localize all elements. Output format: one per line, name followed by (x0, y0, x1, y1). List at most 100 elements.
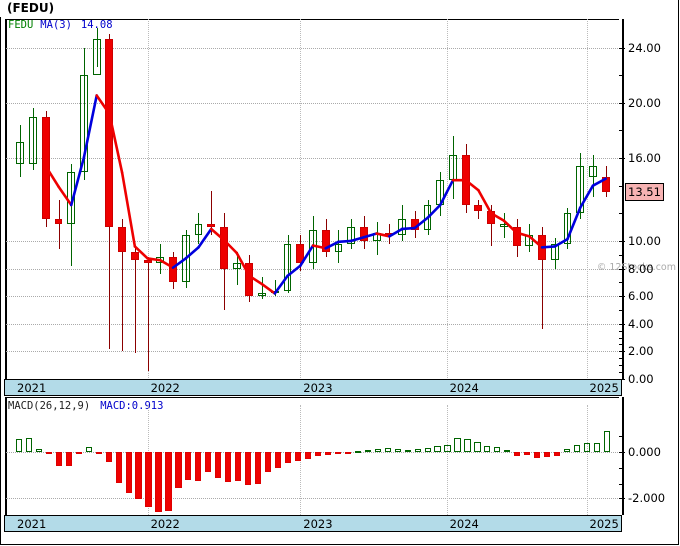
macd-bar (275, 452, 282, 469)
price-minor-tick (619, 282, 624, 284)
price-minor-tick (619, 309, 624, 311)
macd-year-gridline (586, 405, 588, 515)
candle-wick (402, 205, 403, 241)
macd-tick (619, 498, 625, 499)
legend-ma-label: MA(3) (40, 19, 72, 31)
price-minor-tick (619, 213, 624, 215)
macd-gridline (6, 452, 618, 453)
candle-wick (97, 28, 98, 67)
price-minor-tick (619, 254, 624, 256)
macd-gridline (6, 498, 618, 499)
candle-body (538, 235, 546, 261)
candle-body (181, 235, 190, 283)
macd-bar (255, 452, 262, 485)
candle-body (219, 227, 228, 269)
candle-body (16, 141, 25, 164)
macd-tick-label: -2.000 (628, 491, 666, 505)
macd-bar (75, 452, 82, 454)
candle-body (54, 218, 63, 225)
macd-bar (105, 452, 112, 462)
date-axis-label: 2021 (17, 517, 47, 531)
candle-body (270, 290, 279, 294)
price-minor-tick (619, 75, 624, 77)
candle-wick (313, 216, 314, 269)
page-title: (FEDU) (7, 1, 55, 15)
macd-bar (135, 452, 142, 500)
title-bar: (FEDU) (0, 0, 678, 17)
macd-bar (444, 444, 451, 452)
macd-tick (619, 452, 625, 453)
macd-bar (334, 452, 341, 455)
macd-bar (175, 452, 182, 488)
candle-body (398, 218, 406, 236)
candle-body (194, 224, 203, 236)
candle-body (283, 243, 292, 291)
price-tick-label: 20.00 (628, 95, 661, 110)
price-minor-tick (619, 130, 624, 132)
macd-bar (484, 445, 491, 452)
price-minor-tick (619, 372, 624, 374)
macd-bar (554, 452, 561, 457)
candle-body (207, 224, 216, 228)
macd-bar (185, 452, 192, 480)
macd-bar (404, 449, 411, 452)
macd-panel (1, 397, 678, 515)
macd-axis-line (622, 397, 624, 515)
candle-body (474, 205, 483, 211)
price-tick (619, 47, 625, 49)
macd-bar (145, 452, 152, 508)
candle-body (359, 227, 368, 241)
macd-bar (534, 452, 541, 458)
price-tick (619, 158, 625, 160)
price-tick (619, 102, 625, 104)
macd-bar (593, 442, 601, 452)
candle-body (410, 218, 419, 230)
macd-bar (245, 452, 252, 486)
macd-bar (414, 449, 421, 452)
date-axis-label: 2024 (449, 381, 479, 395)
candle-wick (71, 163, 72, 266)
macd-bar (354, 450, 361, 453)
candle-wick (59, 199, 60, 250)
price-tick (619, 296, 625, 298)
date-axis-label: 2023 (303, 517, 333, 531)
price-gridline (6, 351, 618, 353)
price-gridline (6, 47, 618, 49)
macd-bar (15, 439, 23, 452)
macd-minor-tick (619, 435, 624, 437)
candle-body (436, 180, 445, 205)
candle-wick (593, 155, 594, 197)
macd-bar (324, 452, 332, 456)
candle-body (258, 293, 267, 297)
price-minor-tick (619, 358, 624, 360)
candle-body (449, 155, 457, 181)
year-gridline (446, 19, 448, 380)
price-tick-label: 10.00 (628, 233, 661, 248)
candle-body (92, 39, 101, 76)
price-minor-tick (619, 337, 624, 339)
price-tick-label: 24.00 (628, 40, 661, 55)
macd-minor-tick (619, 468, 624, 470)
macd-bar (394, 448, 401, 452)
candle-wick (542, 227, 543, 330)
date-axis-label: 2022 (150, 381, 180, 395)
macd-bar (364, 449, 371, 452)
price-tick (619, 379, 625, 380)
macd-year-gridline (446, 405, 448, 515)
candle-body (309, 229, 317, 263)
macd-bar (45, 452, 52, 454)
price-minor-tick (619, 330, 624, 332)
macd-bar (25, 438, 33, 452)
price-tick (619, 240, 625, 242)
price-tick-label: 16.00 (628, 151, 661, 166)
legend-ma-value: 14.08 (80, 19, 113, 31)
year-gridline (147, 19, 149, 380)
macd-bar (574, 445, 581, 452)
candle-body (563, 213, 572, 244)
candle-body (321, 229, 330, 252)
candle-body (347, 227, 356, 244)
macd-bar (235, 452, 242, 481)
candle-body (576, 166, 585, 214)
macd-bar (85, 447, 92, 452)
macd-bar (125, 452, 132, 494)
